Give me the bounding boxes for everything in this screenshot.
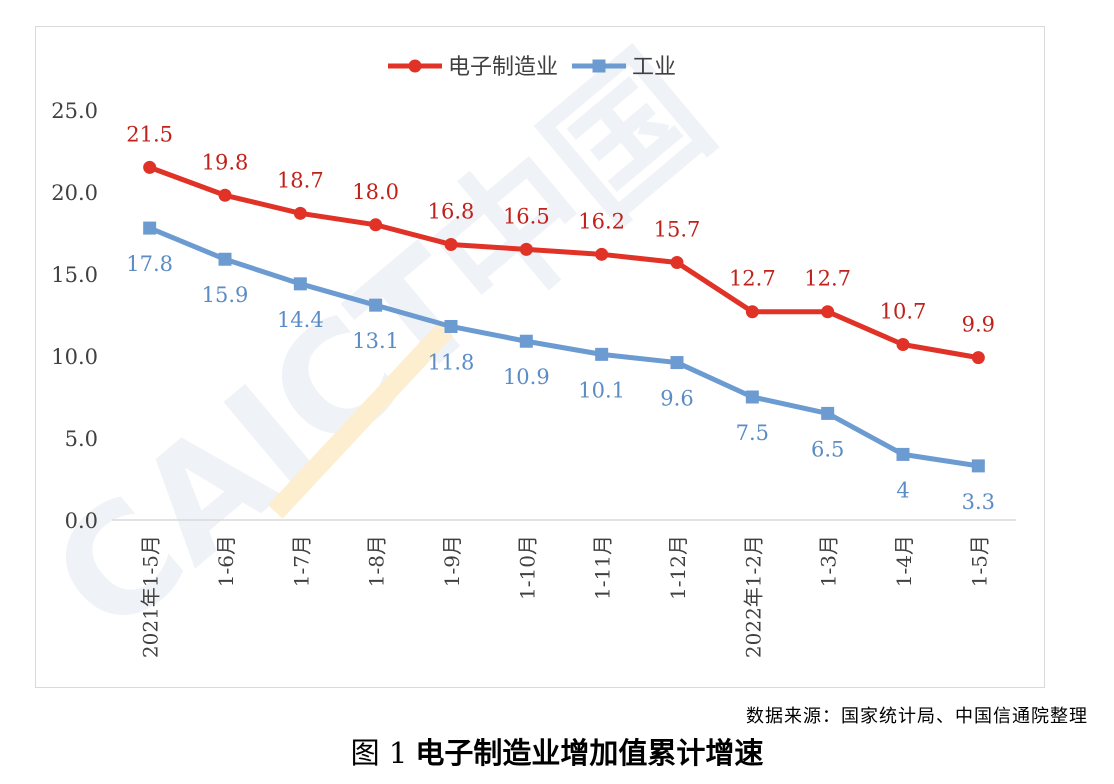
data-label: 4 [896,478,909,502]
data-label: 12.7 [804,267,851,291]
legend-label: 电子制造业 [448,55,558,80]
y-tick-label: 20.0 [51,181,98,205]
data-label: 10.1 [578,378,625,402]
x-tick-label: 1-8月 [365,535,389,587]
series-line [147,164,981,361]
data-label: 17.8 [126,252,173,276]
data-point [971,351,985,365]
caption-title: 电子制造业增加值累计增速 [415,736,764,770]
data-label: 13.1 [352,329,399,353]
data-label: 9.6 [660,387,693,411]
x-tick-label: 1-10月 [515,535,539,600]
data-label: 15.7 [654,218,701,242]
x-tick-label: 1-4月 [892,535,916,587]
data-label: 7.5 [736,421,769,445]
x-tick-label: 1-3月 [817,535,841,587]
chart-frame [35,26,1045,688]
data-label: 12.7 [729,267,776,291]
x-tick-label: 2022年1-2月 [741,535,765,658]
x-tick-label: 1-11月 [591,535,615,600]
data-point [218,188,232,202]
data-label: 10.9 [503,365,550,389]
legend-marker [408,59,422,73]
data-label: 16.5 [503,204,550,228]
data-point [293,277,307,291]
data-label: 21.5 [126,122,173,146]
data-point [670,256,684,270]
x-tick-label: 2021年1-5月 [139,535,163,658]
caption-number: 图 1 [350,736,408,770]
data-point [821,406,835,420]
data-label: 11.8 [428,350,475,374]
data-point [444,237,458,251]
watermark-accent [268,322,454,519]
data-point [444,319,458,333]
series-line [147,225,981,469]
data-label: 16.8 [428,199,475,223]
data-point [821,305,835,319]
data-point [143,221,157,235]
x-tick-label: 1-12月 [666,535,690,600]
y-tick-label: 5.0 [65,427,98,451]
data-point [896,338,910,352]
data-point [293,206,307,220]
data-point [143,160,157,174]
data-label: 15.9 [202,283,249,307]
data-point [971,459,985,473]
y-tick-label: 25.0 [51,99,98,123]
data-point [896,447,910,461]
legend-label: 工业 [632,55,676,80]
data-label: 3.3 [962,490,995,514]
data-point [369,218,383,232]
figure-caption: 图 1 电子制造业增加值累计增速 [0,730,1114,772]
x-tick-label: 1-5月 [967,535,991,587]
y-tick-label: 0.0 [65,509,98,533]
y-tick-label: 10.0 [51,345,98,369]
data-point [595,347,609,361]
data-point [745,390,759,404]
data-point [595,247,609,261]
data-point [519,242,533,256]
data-label: 6.5 [811,437,844,461]
x-tick-label: 1-6月 [214,535,238,587]
data-point [369,298,383,312]
data-label: 10.7 [880,300,927,324]
x-tick-label: 1-9月 [440,535,464,587]
data-label: 18.7 [277,168,324,192]
source-note: 数据来源：国家统计局、中国信通院整理 [746,706,1088,727]
legend-marker [592,59,606,73]
data-point [519,334,533,348]
data-label: 19.8 [202,150,249,174]
data-point [670,356,684,370]
data-point [218,252,232,266]
data-label: 14.4 [277,308,324,332]
data-label: 9.9 [962,313,995,337]
y-tick-label: 15.0 [51,263,98,287]
x-tick-label: 1-7月 [289,535,313,587]
data-label: 18.0 [352,180,399,204]
data-point [745,305,759,319]
data-label: 16.2 [578,209,625,233]
